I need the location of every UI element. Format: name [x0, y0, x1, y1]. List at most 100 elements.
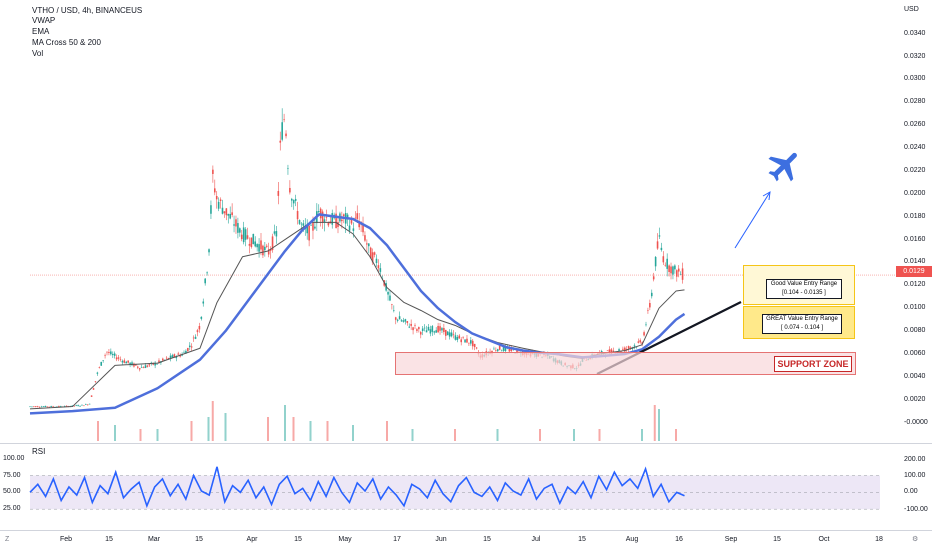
candle-body — [156, 363, 158, 365]
rsi-line — [29, 466, 685, 509]
candle-body — [129, 362, 131, 365]
volume-bar — [658, 409, 660, 441]
candle-body — [321, 211, 324, 223]
candle-body — [496, 349, 499, 352]
candle-body — [312, 222, 314, 231]
candle-body — [410, 323, 412, 326]
candle-body — [618, 349, 620, 351]
candle-body — [115, 357, 118, 360]
candle-body — [369, 247, 372, 259]
corner-left[interactable]: Z — [5, 536, 10, 543]
pane-divider[interactable] — [0, 443, 932, 444]
candle-body — [656, 241, 659, 249]
x-tick: Feb — [59, 536, 73, 543]
candle-body — [666, 258, 668, 269]
volume-bar — [284, 405, 286, 441]
candle-body — [229, 214, 231, 219]
candle-body — [46, 406, 49, 408]
candle-body — [331, 213, 334, 225]
rsi-tick: 100.00 — [3, 454, 25, 462]
candle-body — [421, 328, 424, 332]
legend-vol[interactable]: Vol — [32, 49, 44, 58]
candle-body — [188, 345, 191, 348]
candle-body — [38, 406, 41, 408]
candle-body — [77, 405, 79, 407]
candle-body — [419, 332, 422, 335]
candle-body — [192, 337, 195, 339]
candle-body — [183, 351, 185, 353]
candle-body — [106, 351, 108, 353]
candle-body — [516, 348, 518, 354]
candle-body — [498, 345, 501, 350]
candle-body — [677, 268, 680, 272]
candle-body — [148, 364, 151, 366]
candle-body — [158, 360, 160, 362]
volume-bar — [573, 429, 575, 441]
x-tick: Apr — [246, 536, 258, 543]
candle-body — [608, 349, 611, 354]
candle-body — [377, 265, 380, 269]
volume-bar — [386, 421, 388, 441]
candle-body — [654, 256, 657, 267]
candle-body — [40, 406, 43, 408]
candle-body — [408, 326, 411, 328]
rsi-label[interactable]: RSI — [32, 447, 46, 456]
candle-body — [86, 404, 89, 406]
x-tick: 17 — [393, 536, 401, 543]
candle-body — [379, 268, 382, 272]
candle-body — [624, 347, 626, 352]
candle-body — [227, 213, 230, 216]
candle-body — [429, 329, 432, 334]
candle-body — [323, 219, 326, 223]
target-arrow-head — [762, 191, 771, 201]
candle-body — [275, 231, 278, 237]
candle-body — [427, 326, 430, 331]
candle-body — [460, 339, 462, 343]
legend-ma-cross[interactable]: MA Cross 50 & 200 — [32, 38, 101, 47]
candle-body — [250, 237, 253, 248]
candle-body — [190, 346, 193, 348]
candle-body — [681, 268, 684, 280]
candle-body — [281, 122, 283, 140]
candle-body — [292, 200, 295, 204]
candle-body — [354, 217, 357, 219]
candle-body — [48, 406, 51, 408]
candle-body — [625, 348, 628, 350]
candle-body — [356, 213, 359, 219]
candle-body — [85, 404, 87, 405]
candle-body — [335, 213, 337, 228]
candle-body — [649, 303, 651, 308]
x-tick: Jul — [531, 536, 541, 543]
volume-bar — [326, 421, 329, 441]
rsi-right-tick: -100.00 — [904, 505, 928, 513]
candle-body — [308, 225, 310, 241]
candle-body — [273, 231, 276, 234]
candle-body — [471, 340, 474, 347]
candle-body — [346, 214, 349, 219]
candle-body — [375, 258, 378, 264]
y-tick: 0.0040 — [904, 372, 926, 380]
candle-body — [302, 223, 305, 226]
volume-bar — [190, 421, 193, 441]
candle-body — [60, 406, 62, 407]
candle-body — [167, 358, 170, 360]
settings-icon[interactable]: ⚙ — [912, 536, 919, 543]
ema-line — [29, 213, 686, 415]
currency-label: USD — [904, 6, 919, 13]
candle-body — [256, 244, 258, 248]
legend-ema[interactable]: EMA — [32, 27, 50, 36]
y-tick: 0.0180 — [904, 212, 926, 220]
candle-body — [629, 347, 632, 348]
candle-body — [90, 395, 93, 397]
y-tick: 0.0120 — [904, 281, 926, 289]
volume-bar — [309, 421, 312, 441]
candle-body — [219, 199, 222, 201]
legend-vwap[interactable]: VWAP — [32, 16, 56, 25]
candle-body — [679, 274, 682, 275]
candle-body — [225, 208, 228, 216]
candle-body — [83, 405, 85, 407]
candle-body — [362, 224, 364, 233]
candle-body — [606, 350, 609, 352]
candle-body — [504, 346, 507, 352]
